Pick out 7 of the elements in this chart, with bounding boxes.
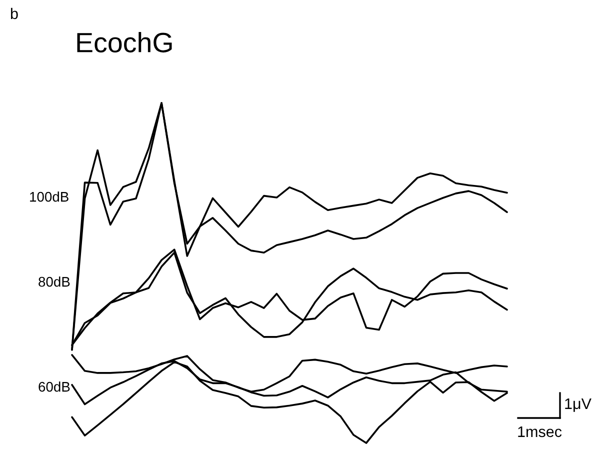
annotation: 60dB: [38, 382, 70, 392]
text: 1μV: [565, 398, 592, 412]
annotation: 100dB: [30, 192, 68, 202]
annotation: 80dB: [38, 276, 70, 287]
text: b: [10, 8, 18, 20]
text: 1msec: [518, 426, 562, 438]
chart-title: EcochG: [77, 32, 172, 52]
